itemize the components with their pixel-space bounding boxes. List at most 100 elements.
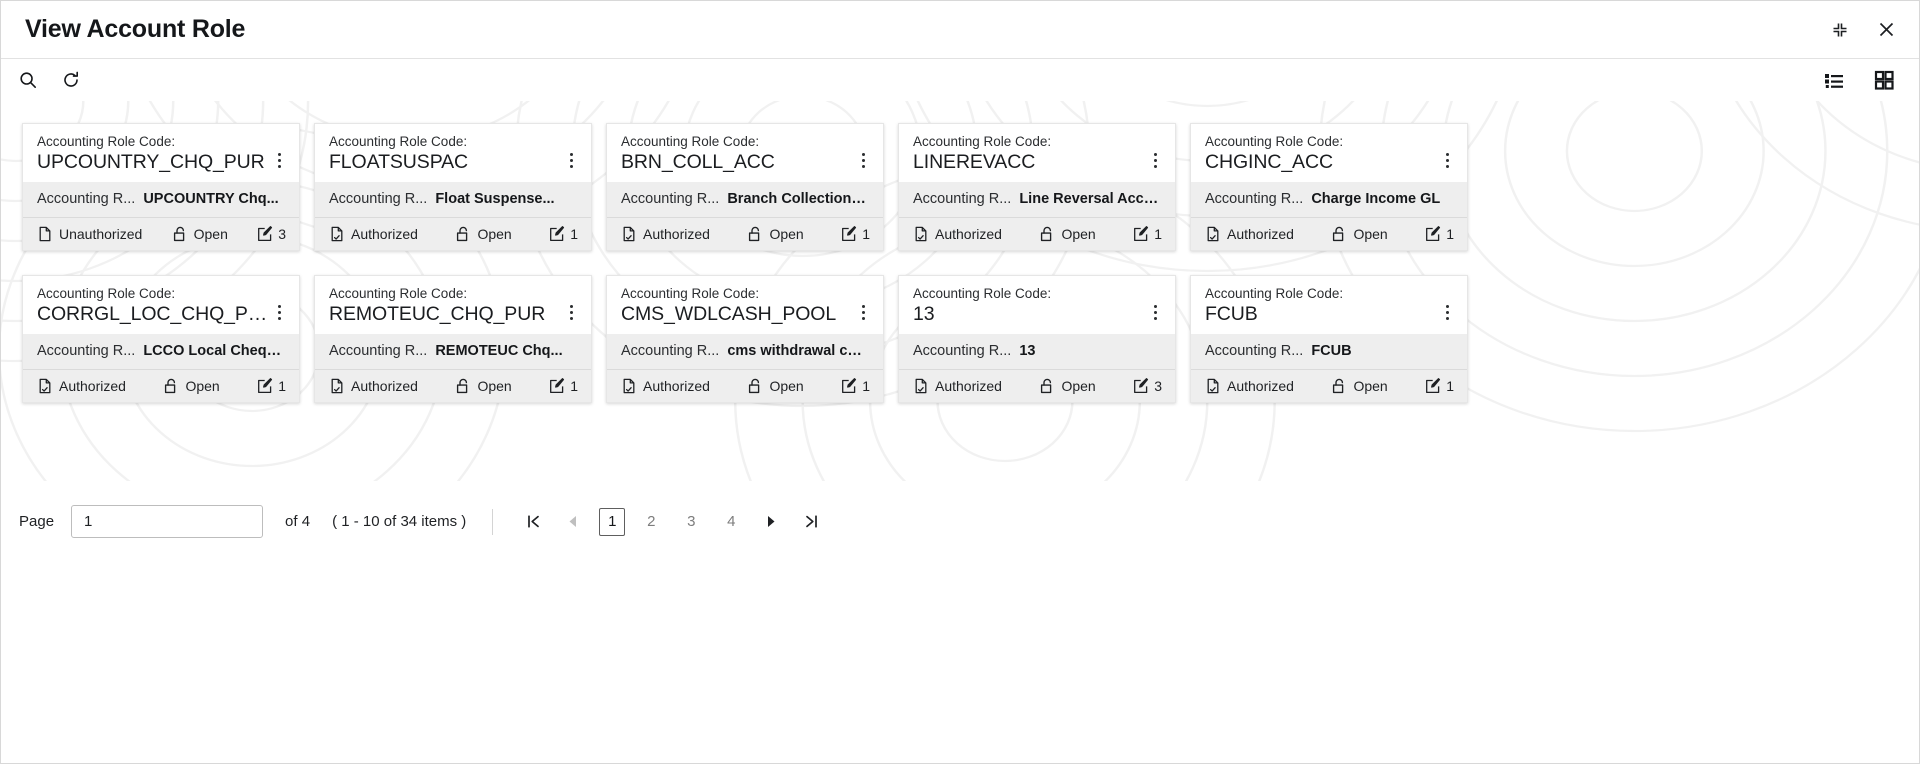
card-header-texts: Accounting Role Code: FCUB [1205, 285, 1439, 327]
collapse-icon[interactable] [1829, 19, 1851, 41]
kebab-menu-icon[interactable] [1439, 147, 1455, 173]
page-number-4[interactable]: 4 [727, 513, 736, 530]
card-header: Accounting Role Code: CHGINC_ACC [1191, 124, 1467, 182]
card-code-value: UPCOUNTRY_CHQ_PUR [37, 151, 265, 173]
account-role-card[interactable]: Accounting Role Code: CHGINC_ACC Accountin… [1190, 123, 1468, 251]
card-code-label: Accounting Role Code: [1205, 134, 1344, 149]
modification-count: 1 [841, 378, 870, 394]
unlock-icon [1039, 378, 1055, 394]
modification-count: 1 [1133, 226, 1162, 242]
prev-page-icon[interactable] [561, 509, 585, 535]
record-state-text: Open [1061, 226, 1096, 242]
card-header: Accounting Role Code: REMOTEUC_CHQ_PUR [315, 276, 591, 334]
kebab-menu-icon[interactable] [855, 299, 871, 325]
document-check-icon [621, 378, 637, 394]
mod-count-text: 1 [278, 378, 286, 394]
page-number-1[interactable]: 1 [599, 507, 626, 536]
document-check-icon [1205, 378, 1221, 394]
unlock-icon [163, 378, 179, 394]
refresh-icon[interactable] [58, 67, 84, 93]
document-check-icon [621, 226, 637, 242]
unlock-icon [455, 378, 471, 394]
card-header: Accounting Role Code: UPCOUNTRY_CHQ_PUR [23, 124, 299, 182]
page-number-3[interactable]: 3 [687, 513, 696, 530]
page-input[interactable] [71, 505, 264, 538]
page-label: Page [19, 513, 55, 530]
card-body: Accounting R... Float Suspense... [315, 182, 591, 217]
card-desc-value: Charge Income GL [1311, 191, 1441, 207]
card-body: Accounting R... Line Reversal Account [899, 182, 1175, 217]
card-desc-value: Float Suspense... [435, 191, 555, 207]
auth-status-text: Authorized [351, 378, 418, 394]
edit-square-icon [1133, 378, 1149, 394]
first-page-icon[interactable] [521, 509, 545, 535]
page-number-2[interactable]: 2 [647, 513, 656, 530]
auth-status-text: Authorized [643, 226, 710, 242]
kebab-menu-icon[interactable] [271, 147, 287, 173]
account-role-card[interactable]: Accounting Role Code: LINEREVACC Accountin… [898, 123, 1176, 251]
card-desc-value: REMOTEUC Chq... [435, 343, 563, 359]
search-icon[interactable] [15, 67, 41, 93]
account-role-card[interactable]: Accounting Role Code: CORRGL_LOC_CHQ_POOL… [22, 275, 300, 403]
card-body: Accounting R... FCUB [1191, 334, 1467, 369]
account-role-card[interactable]: Accounting Role Code: REMOTEUC_CHQ_PUR Acc… [314, 275, 592, 403]
card-code-value: BRN_COLL_ACC [621, 151, 775, 173]
account-role-card[interactable]: Accounting Role Code: FLOATSUSPAC Accounti… [314, 123, 592, 251]
edit-square-icon [841, 226, 857, 242]
auth-status-text: Unauthorized [59, 226, 143, 242]
kebab-menu-icon[interactable] [855, 147, 871, 173]
card-body: Accounting R... LCCO Local Cheque... [23, 334, 299, 369]
pagination-divider [492, 508, 494, 535]
total-pages-label: of 4 [285, 513, 311, 530]
unlock-icon [1331, 226, 1347, 242]
card-header-texts: Accounting Role Code: CHGINC_ACC [1205, 133, 1439, 175]
kebab-menu-icon[interactable] [1439, 299, 1455, 325]
grid-view-icon[interactable] [1871, 67, 1897, 93]
record-state-badge: Open [747, 378, 804, 394]
card-desc-label: Accounting R... [621, 343, 720, 359]
items-range-label: ( 1 - 10 of 34 items ) [332, 513, 467, 530]
next-page-icon[interactable] [759, 509, 783, 535]
record-state-text: Open [1353, 378, 1388, 394]
record-state-text: Open [193, 226, 228, 242]
record-state-text: Open [769, 226, 804, 242]
card-row: Accounting Role Code: UPCOUNTRY_CHQ_PUR Ac… [1, 123, 1919, 251]
account-role-card[interactable]: Accounting Role Code: UPCOUNTRY_CHQ_PUR Ac… [22, 123, 300, 251]
auth-status-text: Authorized [59, 378, 126, 394]
toolbar-left-group [15, 67, 84, 93]
window-title-bar: View Account Role [1, 1, 1919, 59]
close-icon[interactable] [1875, 19, 1897, 41]
toolbar-right-group [1821, 67, 1897, 93]
mod-count-text: 1 [570, 226, 578, 242]
card-row: Accounting Role Code: CORRGL_LOC_CHQ_POOL… [1, 275, 1919, 403]
mod-count-text: 1 [1446, 378, 1454, 394]
card-code-value: CORRGL_LOC_CHQ_POOL [37, 303, 271, 325]
document-check-icon [913, 226, 929, 242]
record-state-badge: Open [1331, 226, 1388, 242]
card-header-texts: Accounting Role Code: LINEREVACC [913, 133, 1147, 175]
account-role-card[interactable]: Accounting Role Code: FCUB Accounting R...… [1190, 275, 1468, 403]
auth-status-text: Authorized [1227, 226, 1294, 242]
account-role-card[interactable]: Accounting Role Code: 13 Accounting R... 13… [898, 275, 1176, 403]
kebab-menu-icon[interactable] [1147, 299, 1163, 325]
modification-count: 1 [257, 378, 286, 394]
modification-count: 1 [1425, 378, 1454, 394]
account-role-card[interactable]: Accounting Role Code: CMS_WDLCASH_POOL Acc… [606, 275, 884, 403]
auth-status-text: Authorized [935, 378, 1002, 394]
card-header: Accounting Role Code: FLOATSUSPAC [315, 124, 591, 182]
record-state-badge: Open [1039, 378, 1096, 394]
account-role-card[interactable]: Accounting Role Code: BRN_COLL_ACC Account… [606, 123, 884, 251]
kebab-menu-icon[interactable] [563, 299, 579, 325]
kebab-menu-icon[interactable] [271, 299, 287, 325]
card-header: Accounting Role Code: CMS_WDLCASH_POOL [607, 276, 883, 334]
kebab-menu-icon[interactable] [1147, 147, 1163, 173]
kebab-menu-icon[interactable] [563, 147, 579, 173]
edit-square-icon [1133, 226, 1149, 242]
record-state-text: Open [477, 378, 512, 394]
mod-count-text: 1 [1154, 226, 1162, 242]
card-footer: Authorized Open 1 [607, 217, 883, 250]
mod-count-text: 1 [862, 226, 870, 242]
status-badge: Authorized [913, 226, 1002, 242]
last-page-icon[interactable] [799, 509, 823, 535]
list-view-icon[interactable] [1821, 67, 1847, 93]
